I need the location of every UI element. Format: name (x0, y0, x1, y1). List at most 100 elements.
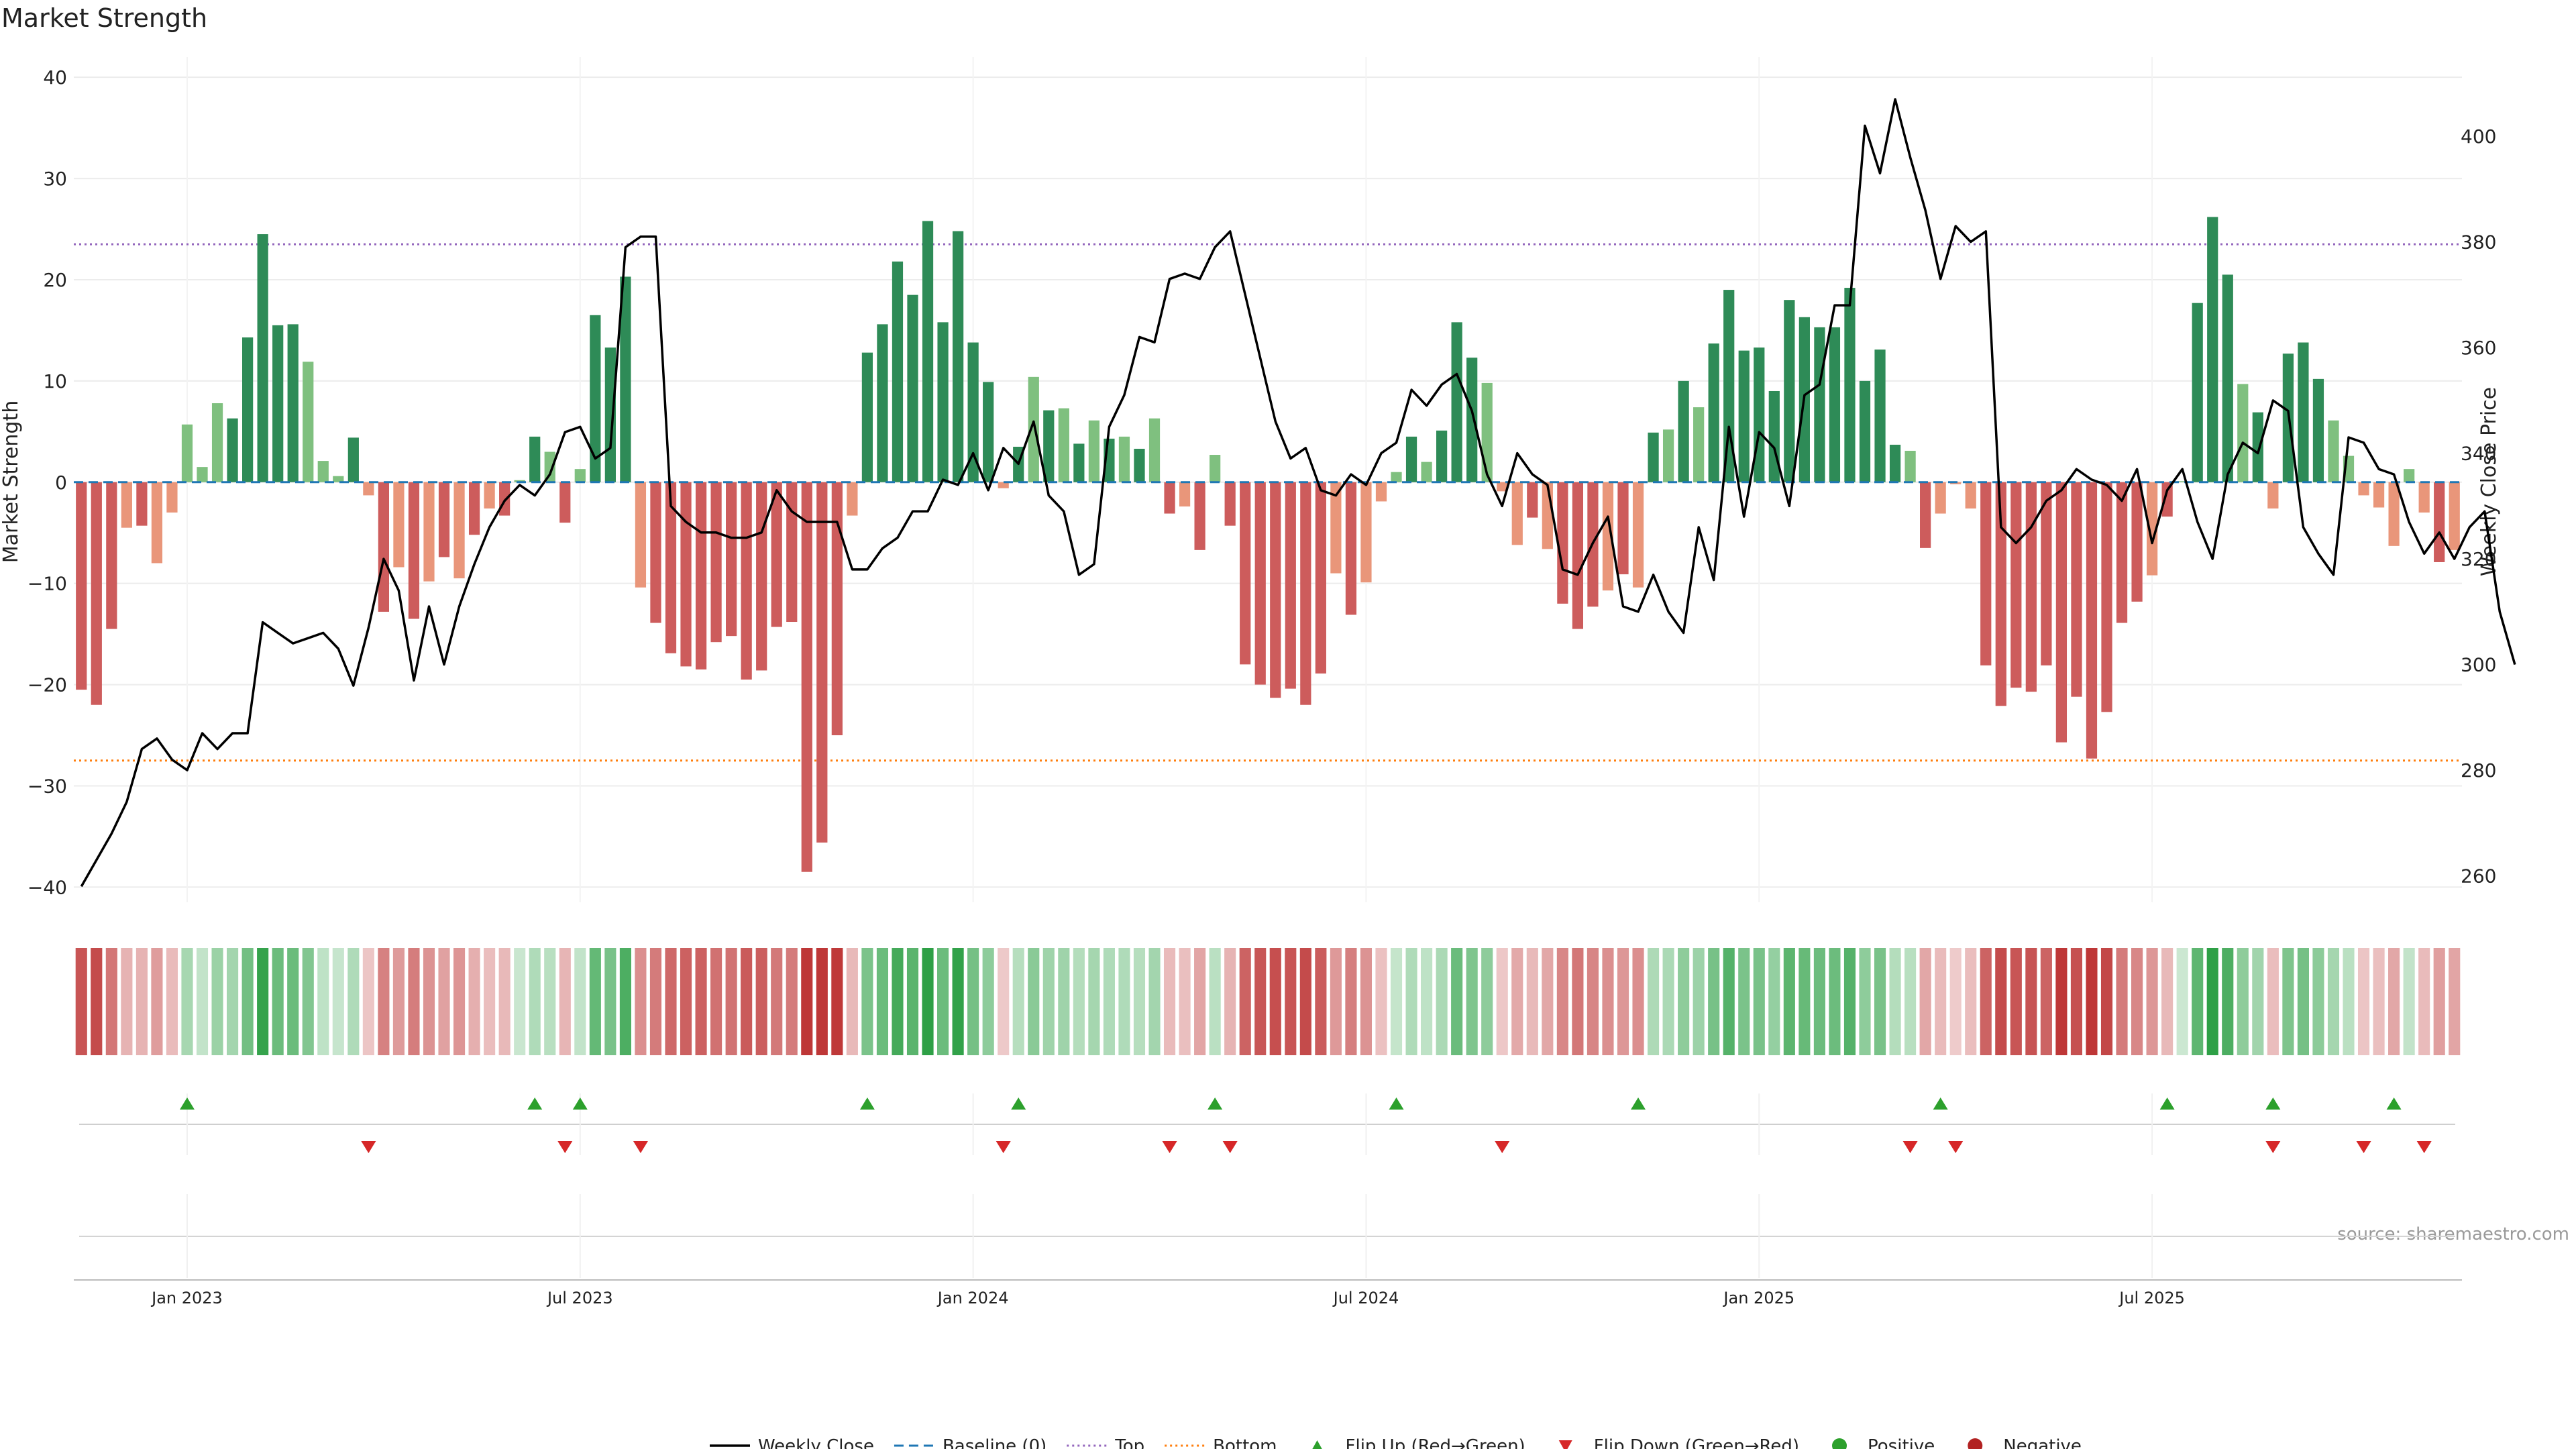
y-tick-label: 20 (43, 269, 67, 291)
regime-cell (1451, 948, 1463, 1055)
regime-cell (1526, 948, 1538, 1055)
strength-bar (2055, 482, 2068, 743)
chart-title: Market Strength (1, 3, 207, 33)
regime-cell (861, 948, 873, 1055)
regime-cell (2192, 948, 2204, 1055)
regime-cell (2449, 948, 2461, 1055)
legend-label: Positive (1868, 1436, 1935, 1449)
regime-cell (710, 948, 722, 1055)
strength-bar (710, 482, 722, 643)
regime-cell (1133, 948, 1146, 1055)
regime-cell (725, 948, 737, 1055)
regime-cell (1995, 948, 2007, 1055)
regime-cell (967, 948, 979, 1055)
strength-bar (1466, 358, 1478, 482)
strength-bar (1210, 455, 1221, 482)
strength-bar (2449, 482, 2460, 550)
legend-item: Weekly Close (710, 1436, 874, 1449)
regime-cell (2418, 948, 2430, 1055)
regime-cell (1073, 948, 1085, 1055)
strength-bar (1497, 482, 1508, 492)
regime-cell (1466, 948, 1478, 1055)
strength-bar (166, 482, 178, 513)
y-tick-label: 10 (43, 370, 67, 392)
strength-bar (2071, 482, 2082, 697)
regime-cell (2040, 948, 2052, 1055)
strength-bar (227, 418, 238, 482)
regime-cell (1390, 948, 1403, 1055)
strength-bar (91, 482, 102, 705)
regime-cell (892, 948, 904, 1055)
strength-bar (2131, 482, 2143, 602)
flip-down-marker (633, 1141, 648, 1153)
flip-up-marker (2386, 1097, 2402, 1110)
strength-bar (272, 325, 284, 482)
regime-cell (619, 948, 631, 1055)
regime-cell (166, 948, 178, 1055)
regime-cell (136, 948, 148, 1055)
y2-tick-label: 280 (2461, 759, 2496, 782)
regime-cell (362, 948, 374, 1055)
strength-bar (1874, 350, 1886, 482)
regime-cell (2116, 948, 2128, 1055)
strength-bar (695, 482, 707, 669)
regime-cell (1012, 948, 1024, 1055)
flip-up-marker (1631, 1097, 1646, 1110)
regime-cell (2343, 948, 2355, 1055)
regime-cell (1360, 948, 1373, 1055)
strength-bar (574, 469, 586, 482)
strength-bar (1058, 408, 1069, 482)
y-tick-label: 40 (43, 66, 67, 89)
regime-cell (2252, 948, 2264, 1055)
strength-bar (1904, 450, 1916, 482)
strength-bar (1436, 430, 1448, 482)
strength-bar (861, 352, 873, 482)
strength-bar (786, 482, 798, 623)
regime-cell (2267, 948, 2279, 1055)
strength-bar (1859, 380, 1871, 482)
strength-bar (1995, 482, 2006, 706)
regime-cell (1783, 948, 1795, 1055)
regime-cell (2010, 948, 2022, 1055)
strength-bar (998, 482, 1009, 488)
strength-bar (1134, 448, 1145, 482)
strength-bar (1421, 462, 1432, 482)
regime-cell (771, 948, 783, 1055)
regime-cell (1965, 948, 1977, 1055)
regime-cell (211, 948, 223, 1055)
regime-cell (196, 948, 209, 1055)
regime-cell (952, 948, 964, 1055)
regime-cell (695, 948, 707, 1055)
regime-cell (2433, 948, 2445, 1055)
strength-bar (937, 322, 949, 482)
strength-bar (1315, 482, 1326, 674)
regime-cell (649, 948, 662, 1055)
regime-cell (559, 948, 571, 1055)
strength-bar (1118, 436, 1130, 482)
flip-up-marker (1933, 1097, 1948, 1110)
strength-bar (1270, 482, 1281, 698)
regime-cell (1602, 948, 1614, 1055)
y2-tick-label: 300 (2461, 654, 2496, 676)
strength-bar (257, 234, 268, 482)
regime-cell (241, 948, 254, 1055)
legend-item: Baseline (0) (894, 1436, 1046, 1449)
flip-down-marker (2265, 1141, 2281, 1153)
regime-cell (2206, 948, 2218, 1055)
strength-bar (181, 424, 193, 482)
flip-down-marker (996, 1141, 1011, 1153)
strength-bar (2373, 482, 2385, 508)
strength-bar (211, 403, 223, 482)
strength-bar (1254, 482, 1266, 685)
strength-bar (1542, 482, 1553, 549)
strength-bar (136, 482, 148, 526)
regime-cell (982, 948, 994, 1055)
regime-cell (2025, 948, 2037, 1055)
regime-cell (1239, 948, 1251, 1055)
regime-cell (1511, 948, 1523, 1055)
x-tick-label: Jul 2024 (1332, 1289, 1399, 1307)
regime-cell (1632, 948, 1644, 1055)
regime-cell (302, 948, 314, 1055)
regime-cell (1617, 948, 1629, 1055)
strength-bar (2237, 384, 2249, 482)
